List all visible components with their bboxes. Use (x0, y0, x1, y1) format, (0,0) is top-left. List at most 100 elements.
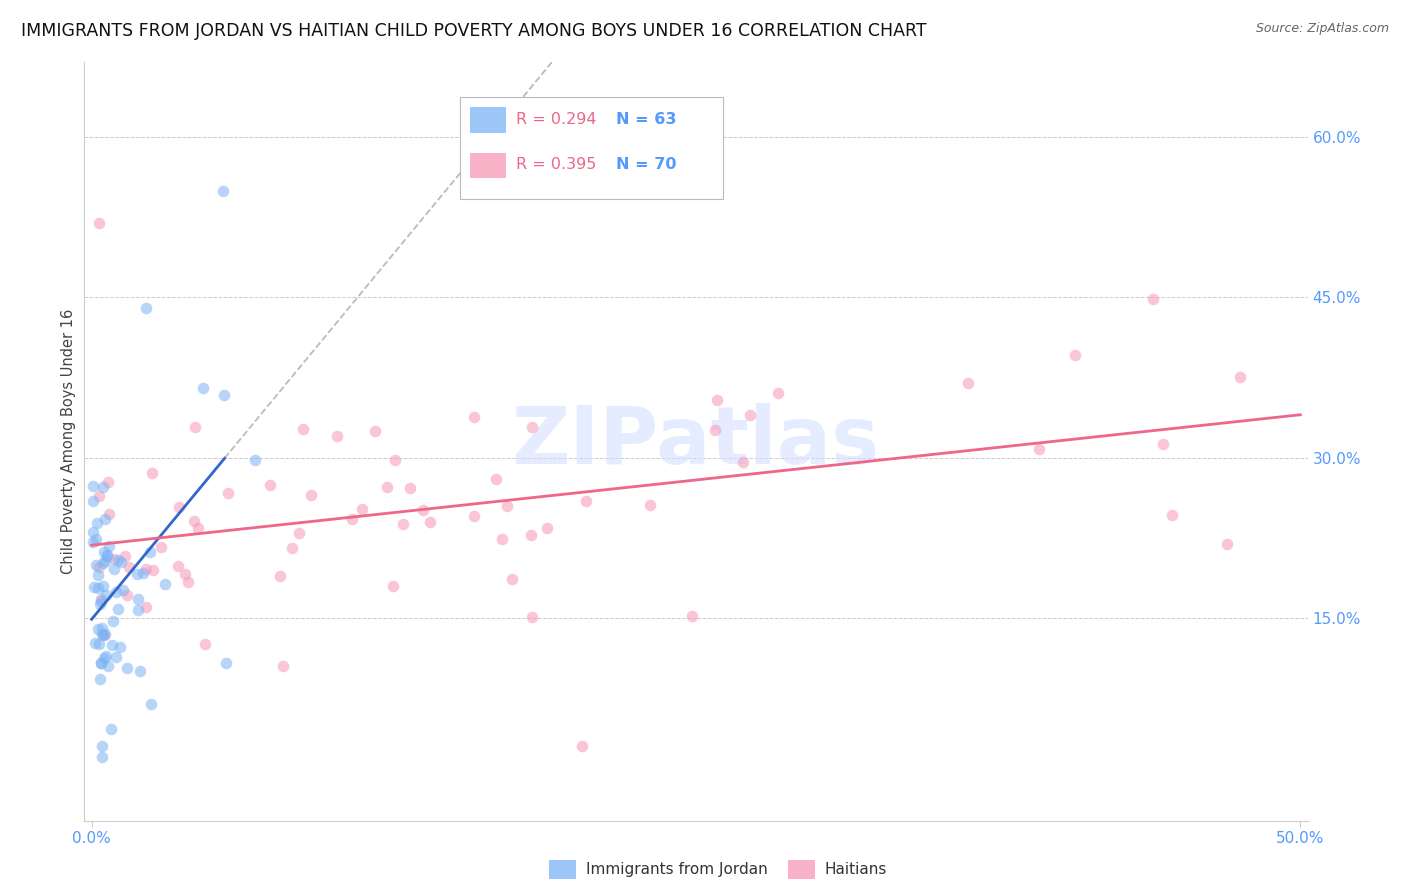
Point (399, 481, 422, 495)
Point (681, 609, 703, 624)
Point (138, 545, 160, 559)
Point (215, 657, 238, 671)
Point (107, 602, 129, 616)
Point (84, 532, 107, 546)
Point (141, 467, 163, 481)
Point (155, 576, 177, 591)
Point (288, 525, 311, 540)
Point (183, 514, 205, 528)
Point (501, 572, 523, 586)
Point (87, 567, 110, 582)
Point (1216, 537, 1239, 551)
Point (98, 539, 121, 553)
Point (139, 698, 162, 712)
Point (187, 521, 209, 535)
Point (291, 422, 314, 436)
Point (1063, 348, 1085, 362)
Point (91, 557, 114, 571)
Point (184, 420, 207, 434)
Point (101, 638, 124, 652)
Point (194, 637, 217, 651)
Point (87, 216, 110, 230)
Point (87, 637, 110, 651)
Text: Source: ZipAtlas.com: Source: ZipAtlas.com (1256, 22, 1389, 36)
Point (956, 376, 979, 390)
Point (93, 650, 115, 665)
Point (103, 552, 125, 566)
Point (167, 559, 190, 574)
Point (93, 545, 115, 559)
Point (105, 650, 128, 665)
Point (100, 722, 122, 736)
Text: N = 63: N = 63 (616, 112, 676, 127)
Point (463, 410, 485, 425)
Point (96, 549, 118, 563)
Point (384, 452, 406, 467)
Point (105, 584, 128, 599)
Point (93, 628, 115, 642)
Point (112, 583, 135, 598)
Point (536, 521, 558, 535)
Text: Haitians: Haitians (824, 863, 887, 878)
Point (193, 381, 215, 395)
Point (97, 659, 120, 673)
Point (299, 488, 322, 502)
Point (94, 512, 117, 526)
Point (135, 562, 157, 576)
Point (89, 672, 111, 686)
Point (127, 592, 149, 607)
Point (94, 648, 117, 663)
Point (129, 664, 152, 678)
Point (90, 657, 112, 671)
Point (132, 566, 155, 581)
Point (485, 471, 508, 485)
Point (150, 540, 173, 554)
Point (419, 515, 441, 529)
Point (93, 627, 115, 641)
Point (1160, 508, 1182, 523)
Point (382, 578, 405, 592)
Text: N = 70: N = 70 (616, 157, 676, 172)
Point (520, 419, 543, 434)
Text: R = 0.294: R = 0.294 (516, 112, 596, 127)
Point (82, 525, 104, 540)
Point (87, 582, 110, 596)
Point (89, 597, 111, 611)
Point (86, 622, 108, 636)
Point (496, 499, 519, 513)
Point (87, 489, 110, 503)
Point (326, 429, 349, 443)
Point (217, 485, 239, 500)
Point (731, 455, 754, 469)
Point (91, 579, 114, 593)
Point (114, 549, 136, 564)
Point (108, 640, 131, 654)
Point (82, 494, 104, 508)
Point (91, 627, 114, 641)
Bar (470, 153, 506, 178)
Bar (787, 860, 814, 879)
Point (101, 615, 124, 629)
Point (127, 603, 149, 617)
Point (271, 658, 294, 673)
Point (704, 424, 727, 438)
Point (259, 477, 281, 491)
Point (115, 588, 138, 602)
Point (115, 661, 138, 675)
Point (571, 739, 593, 753)
Point (135, 600, 157, 615)
Point (463, 509, 485, 524)
Point (97, 475, 120, 490)
Point (1142, 292, 1164, 306)
Point (87, 559, 110, 574)
Point (520, 528, 543, 542)
Point (93, 627, 115, 641)
FancyBboxPatch shape (460, 96, 723, 199)
Point (94, 588, 117, 602)
Point (391, 517, 413, 532)
Point (127, 567, 149, 582)
Text: R = 0.395: R = 0.395 (516, 157, 596, 172)
Point (91, 749, 114, 764)
Point (176, 574, 198, 589)
Point (375, 480, 398, 494)
